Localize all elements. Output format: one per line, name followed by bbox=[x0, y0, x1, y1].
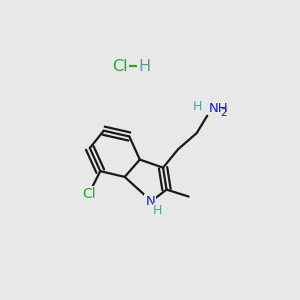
Text: Cl: Cl bbox=[82, 187, 95, 201]
Text: H: H bbox=[153, 204, 163, 217]
Text: 2: 2 bbox=[220, 107, 226, 118]
Text: Cl: Cl bbox=[112, 58, 128, 74]
Text: N: N bbox=[146, 195, 155, 208]
Text: H: H bbox=[193, 100, 203, 113]
Text: NH: NH bbox=[208, 101, 228, 115]
Text: H: H bbox=[138, 58, 151, 74]
